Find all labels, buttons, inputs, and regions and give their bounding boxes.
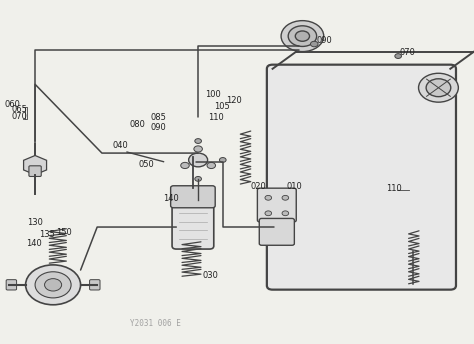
Text: 120: 120 (226, 96, 241, 105)
Circle shape (181, 162, 189, 169)
Text: 010: 010 (287, 182, 302, 191)
Circle shape (419, 73, 458, 102)
FancyBboxPatch shape (171, 186, 215, 208)
Circle shape (219, 158, 226, 162)
Circle shape (395, 54, 401, 58)
Circle shape (282, 211, 289, 216)
Text: 030: 030 (203, 271, 219, 280)
Circle shape (282, 195, 289, 200)
Circle shape (310, 41, 318, 47)
Text: 040: 040 (113, 141, 128, 150)
Text: 140: 140 (163, 194, 179, 203)
Text: 130: 130 (27, 218, 43, 227)
FancyBboxPatch shape (172, 196, 214, 249)
FancyBboxPatch shape (259, 218, 294, 245)
FancyBboxPatch shape (257, 188, 296, 222)
Text: 070: 070 (400, 48, 415, 57)
Circle shape (265, 211, 272, 216)
Text: 135: 135 (39, 230, 55, 239)
Text: 150: 150 (56, 228, 72, 237)
Circle shape (426, 79, 451, 97)
Circle shape (35, 272, 71, 298)
Text: 050: 050 (138, 160, 154, 169)
Circle shape (288, 26, 317, 46)
Circle shape (189, 153, 208, 167)
Text: Y2031 006 E: Y2031 006 E (130, 319, 181, 328)
Text: 140: 140 (26, 239, 42, 248)
Circle shape (26, 265, 81, 305)
Text: 100: 100 (205, 90, 220, 99)
Circle shape (194, 146, 202, 152)
Text: 110: 110 (208, 114, 223, 122)
Text: 110: 110 (386, 184, 402, 193)
Text: 085: 085 (151, 113, 166, 122)
Circle shape (265, 195, 272, 200)
Circle shape (195, 176, 201, 181)
Circle shape (45, 279, 62, 291)
Text: 090: 090 (151, 123, 166, 132)
FancyBboxPatch shape (90, 280, 100, 290)
Circle shape (207, 162, 216, 169)
Circle shape (281, 21, 324, 52)
Text: 090: 090 (317, 36, 332, 45)
Text: 020: 020 (250, 182, 266, 191)
FancyBboxPatch shape (267, 65, 456, 290)
Text: 105: 105 (214, 103, 229, 111)
Text: 080: 080 (130, 120, 146, 129)
Circle shape (195, 139, 201, 143)
Text: 065: 065 (12, 105, 27, 114)
FancyBboxPatch shape (29, 166, 41, 176)
Text: 060: 060 (5, 100, 20, 109)
Circle shape (295, 31, 310, 41)
FancyBboxPatch shape (6, 280, 17, 290)
Text: 070: 070 (12, 112, 27, 121)
